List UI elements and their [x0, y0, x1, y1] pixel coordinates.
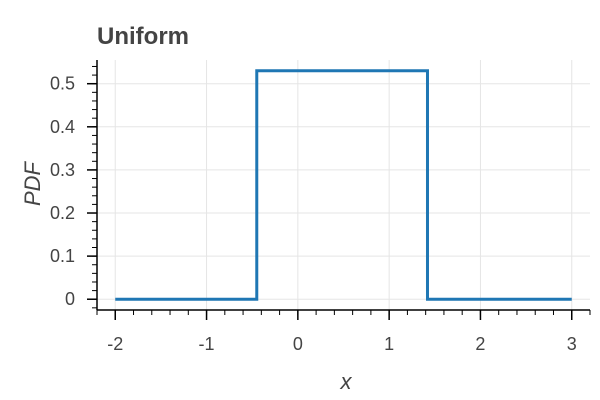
x-tick-label: 0 [293, 334, 303, 354]
x-tick-label: -1 [199, 334, 215, 354]
pdf-line [115, 69, 572, 301]
axes: -2 -1 0 1 2 3 0 0.1 0.2 0.3 0.4 0.5 [50, 60, 591, 354]
x-tick-label: 1 [384, 334, 394, 354]
x-axis-label: x [340, 369, 353, 394]
grid-lines [97, 60, 590, 310]
y-tick-label: 0.5 [50, 74, 75, 94]
series-layer [115, 69, 572, 301]
y-tick-label: 0.3 [50, 160, 75, 180]
x-tick-label: 2 [475, 334, 485, 354]
chart-title: Uniform [97, 23, 189, 50]
y-axis-label: PDF [20, 160, 45, 206]
y-tick-label: 0 [65, 289, 75, 309]
y-tick-label: 0.2 [50, 203, 75, 223]
x-tick-label: 3 [567, 334, 577, 354]
y-tick-label: 0.4 [50, 117, 75, 137]
y-tick-label: 0.1 [50, 246, 75, 266]
x-tick-label: -2 [107, 334, 123, 354]
